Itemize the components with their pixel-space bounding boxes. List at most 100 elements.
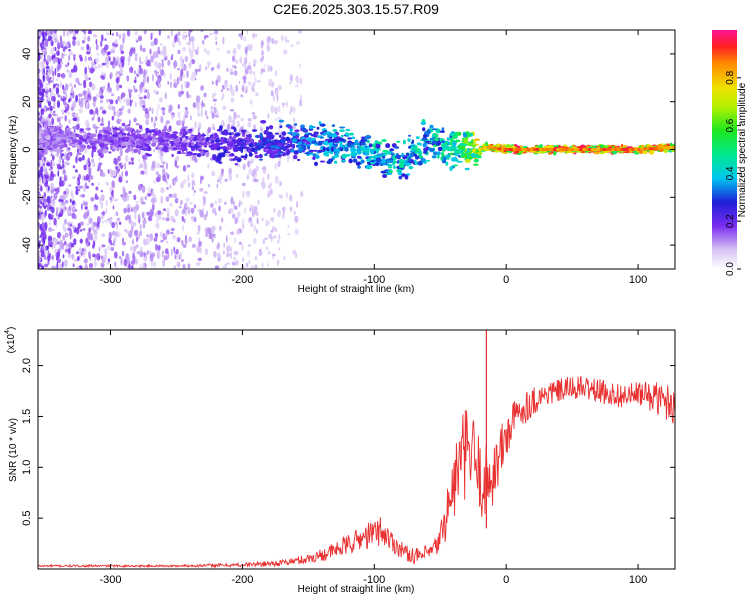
spectrogram-noise-cell [176, 120, 180, 126]
spectrogram-noise-cell [264, 237, 268, 241]
spectrogram-noise-cell [68, 184, 72, 187]
spectrogram-ridge-cell [313, 131, 319, 135]
spectrogram-noise-cell [48, 167, 52, 171]
spectrogram-noise-cell [277, 239, 280, 244]
spectrogram-noise-cell [120, 94, 124, 100]
spectrogram-noise-cell [129, 57, 131, 61]
spectrogram-noise-cell [95, 107, 99, 114]
spectrogram-noise-cell [57, 58, 61, 65]
spectrogram-noise-cell [292, 249, 297, 255]
spectrogram-ridge-cell [121, 128, 125, 132]
spectrogram-ridge-cell [102, 149, 109, 154]
spectrogram-ridge-cell [248, 152, 253, 157]
spectrogram-ridge-cell [360, 142, 366, 146]
spectrogram-ridge-cell [446, 137, 451, 141]
spectrogram-noise-cell [160, 195, 163, 204]
spectrogram-noise-cell [38, 198, 41, 206]
spectrogram-ridge-cell [399, 158, 404, 164]
spectrogram-noise-cell [228, 167, 233, 175]
spectrogram-ridge-cell [233, 127, 237, 133]
spectrogram-ridge-cell [462, 143, 468, 146]
spectrogram-noise-cell [261, 217, 265, 221]
spectrogram-noise-cell [246, 30, 249, 35]
spectrogram-noise-cell [83, 72, 88, 79]
spectrogram-ridge-cell [296, 158, 301, 162]
spectrogram-ridge-cell [399, 154, 404, 157]
spectrogram-ridge-cell [278, 151, 284, 154]
spectrogram-noise-cell [293, 210, 296, 215]
spectrogram-ridge-cell [168, 125, 172, 130]
spectrogram-noise-cell [154, 261, 156, 268]
spectrogram-noise-cell [76, 256, 80, 261]
spectrogram-ridge-cell [196, 153, 202, 158]
spectrogram-noise-cell [169, 203, 173, 207]
spectrogram-ridge-cell [312, 156, 316, 160]
spectrogram-ridge-cell [107, 132, 113, 135]
spectrogram-ridge-cell [397, 170, 402, 176]
spectrogram-noise-cell [229, 231, 235, 235]
spectrogram-noise-cell [226, 244, 231, 253]
spectrogram-ridge-cell [443, 145, 450, 150]
spectrogram-noise-cell [57, 170, 60, 177]
spectrogram-ridge-cell [234, 163, 238, 166]
spectrogram-noise-cell [134, 56, 138, 62]
spectrogram-noise-cell [88, 241, 91, 247]
spectrogram-noise-cell [48, 213, 52, 220]
spectrogram-ridge-cell [45, 135, 51, 141]
spectrogram-noise-cell [162, 174, 166, 182]
spectrogram-noise-cell [41, 156, 44, 163]
spectrogram-ridge-cell [191, 142, 195, 147]
spectrogram-noise-cell [177, 31, 181, 36]
spectrogram-noise-cell [39, 91, 43, 96]
spectrogram-ridge-cell [310, 152, 314, 156]
spectrogram-noise-cell [68, 54, 71, 62]
spectrogram-noise-cell [160, 231, 163, 237]
spectrogram-noise-cell [175, 175, 178, 183]
spectrogram-noise-cell [175, 248, 179, 255]
spectrogram-noise-cell [39, 155, 42, 161]
spectrogram-noise-cell [69, 30, 73, 35]
spectrogram-ridge-cell [126, 127, 133, 132]
spectrogram-ridge-cell [108, 151, 112, 154]
spectrogram-ridge-cell [319, 136, 323, 139]
spectrogram-noise-cell [210, 106, 214, 110]
spectrogram-noise-cell [44, 251, 49, 255]
spectrogram-noise-cell [165, 172, 168, 176]
spectrogram-ridge-cell [281, 136, 286, 140]
spectrogram-ridge-cell [91, 145, 96, 150]
spectrogram-noise-cell [167, 59, 171, 66]
spectrogram-noise-cell [89, 175, 94, 180]
spectrogram-noise-cell [66, 32, 70, 37]
spectrogram-ridge-cell [339, 129, 345, 132]
spectrogram-noise-cell [86, 43, 90, 51]
spectrogram-noise-cell [72, 126, 77, 130]
spectrogram-noise-cell [157, 46, 160, 50]
spectrogram-noise-cell [38, 171, 42, 178]
spectrogram-ridge-cell [409, 152, 415, 158]
spectrogram-ridge-cell [424, 130, 430, 136]
spectrogram-noise-cell [176, 37, 180, 43]
spectrogram-ridge-cell [418, 155, 423, 158]
spectrogram-noise-cell [76, 251, 79, 254]
spectrogram-noise-cell [214, 30, 219, 35]
spectrogram-noise-cell [166, 187, 169, 190]
spectrogram-ridge-cell [387, 164, 393, 167]
spectrogram-noise-cell [169, 184, 172, 189]
spectrogram-noise-cell [38, 86, 42, 92]
spectrogram-noise-cell [136, 251, 140, 255]
spectrogram-noise-cell [156, 108, 159, 116]
spectrogram-noise-cell [81, 203, 83, 211]
spectrogram-noise-cell [145, 119, 150, 126]
spectrogram-noise-cell [39, 263, 42, 267]
spectrogram-ridge-cell [294, 123, 298, 126]
spectrogram-noise-cell [235, 84, 239, 93]
spectrogram-noise-cell [39, 235, 42, 238]
spectrogram-ridge-cell [522, 146, 528, 148]
spectrogram-noise-cell [45, 117, 50, 121]
spectrogram-ridge-cell [56, 125, 59, 129]
snr-x-label: Height of straight line (km) [298, 584, 415, 595]
snr-y-ticks: 0.51.01.52.0 [21, 358, 675, 526]
spectrogram-noise-cell [261, 181, 266, 190]
spectrogram-noise-cell [54, 188, 57, 192]
